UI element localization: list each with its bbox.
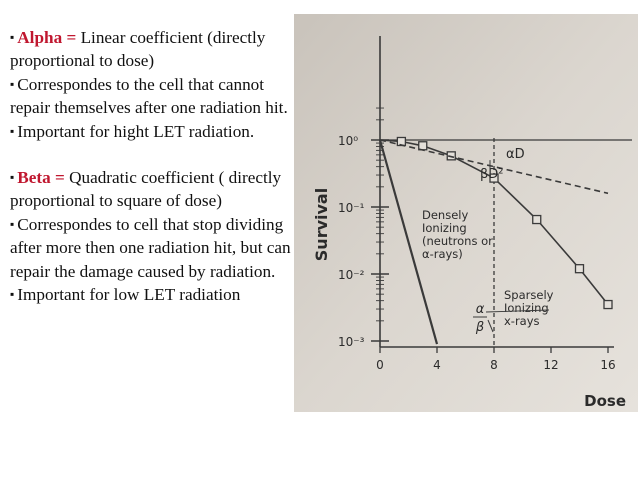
x-tick-label: 0 [376, 358, 384, 372]
series-layer [378, 136, 613, 345]
y-tick-label: 10⁻¹ [338, 201, 365, 215]
series-alpha_component-line [379, 139, 609, 195]
bullet-icon: ▪ [10, 170, 15, 185]
bullet-icon: ▪ [10, 30, 15, 44]
beta-definition-text: Quadratic coefficient ( directly proport… [10, 168, 282, 211]
y-tick-label: 10⁻³ [338, 335, 365, 349]
text-panel: ▪ Alpha = Linear coefficient (directly pr… [10, 26, 292, 306]
beta-d2-label: βD² [480, 167, 504, 182]
bullet-icon: ▪ [10, 123, 15, 138]
beta-term: Beta = [17, 168, 65, 188]
alpha-point-1-text: Correspondes to the cell that cannot rep… [10, 74, 288, 118]
alpha-definition-text: Linear coefficient (directly proportiona… [10, 28, 266, 71]
alpha-definition: ▪ Alpha = Linear coefficient (directly pr… [10, 26, 292, 73]
ratio-numerator: α [476, 302, 485, 317]
x-tick-label: 8 [490, 358, 498, 372]
y-tick-label: 10⁰ [338, 134, 358, 148]
alpha-point-2-text: Important for hight LET radiation. [17, 121, 255, 141]
x-tick-label: 4 [433, 358, 441, 372]
alpha-d-label: αD [506, 147, 525, 162]
paragraph-spacer [10, 143, 292, 166]
series-sparsely-marker [489, 173, 499, 183]
ratio-denominator: β [475, 320, 484, 335]
beta-definition: ▪ Beta = Quadratic coefficient ( directly… [10, 166, 292, 213]
alpha-term: Alpha = [17, 28, 77, 47]
sparsely-label-line: Sparsely [504, 288, 554, 302]
y-tick-label: 10⁻² [338, 268, 365, 282]
densely-label-line: (neutrons or [422, 234, 493, 248]
alpha-point-1: ▪ Correspondes to the cell that cannot re… [10, 73, 292, 120]
sparsely-label-line: Ionizing [504, 301, 549, 315]
series-sparsely-marker [574, 264, 585, 274]
series-densely-line [378, 139, 439, 345]
densely-label-line: α-rays) [422, 247, 463, 261]
x-tick-label: 12 [543, 358, 558, 372]
bullet-icon: ▪ [10, 76, 15, 91]
bullet-icon: ▪ [10, 216, 15, 231]
paper-background [294, 14, 638, 412]
densely-label-line: Densely [422, 208, 468, 222]
x-axis-title: Dose [584, 392, 626, 410]
axes-layer: 10⁰ 10⁻¹ 10⁻² 10⁻³ Survival 0 4 8 12 16 Dose [312, 36, 632, 410]
series-sparsely-marker [603, 299, 613, 310]
beta-point-1-text: Correspondes to cell that stop dividing … [10, 214, 291, 281]
beta-point-2-text: Important for low LET radiation [17, 285, 241, 305]
y-axis-title: Survival [312, 188, 331, 261]
survival-chart: 10⁰ 10⁻¹ 10⁻² 10⁻³ Survival 0 4 8 12 16 Dose αDβD²… [294, 14, 638, 412]
survival-curve-figure: 10⁰ 10⁻¹ 10⁻² 10⁻³ Survival 0 4 8 12 16 Dose αD βD²… [294, 14, 638, 412]
beta-point-2: ▪ Important for low LET radiation [10, 283, 292, 306]
densely-label-line: Ionizing [422, 221, 467, 235]
series-sparsely-marker [532, 214, 542, 225]
sparsely-label-line: x-rays [504, 314, 540, 328]
ratio-arrow-line [487, 319, 494, 333]
x-tick-label: 16 [600, 358, 615, 372]
beta-point-1: ▪ Correspondes to cell that stop dividing… [10, 213, 292, 283]
alpha-point-2: ▪ Important for hight LET radiation. [10, 120, 292, 143]
bullet-icon: ▪ [10, 287, 15, 302]
sparsely-leader-line [485, 309, 550, 313]
